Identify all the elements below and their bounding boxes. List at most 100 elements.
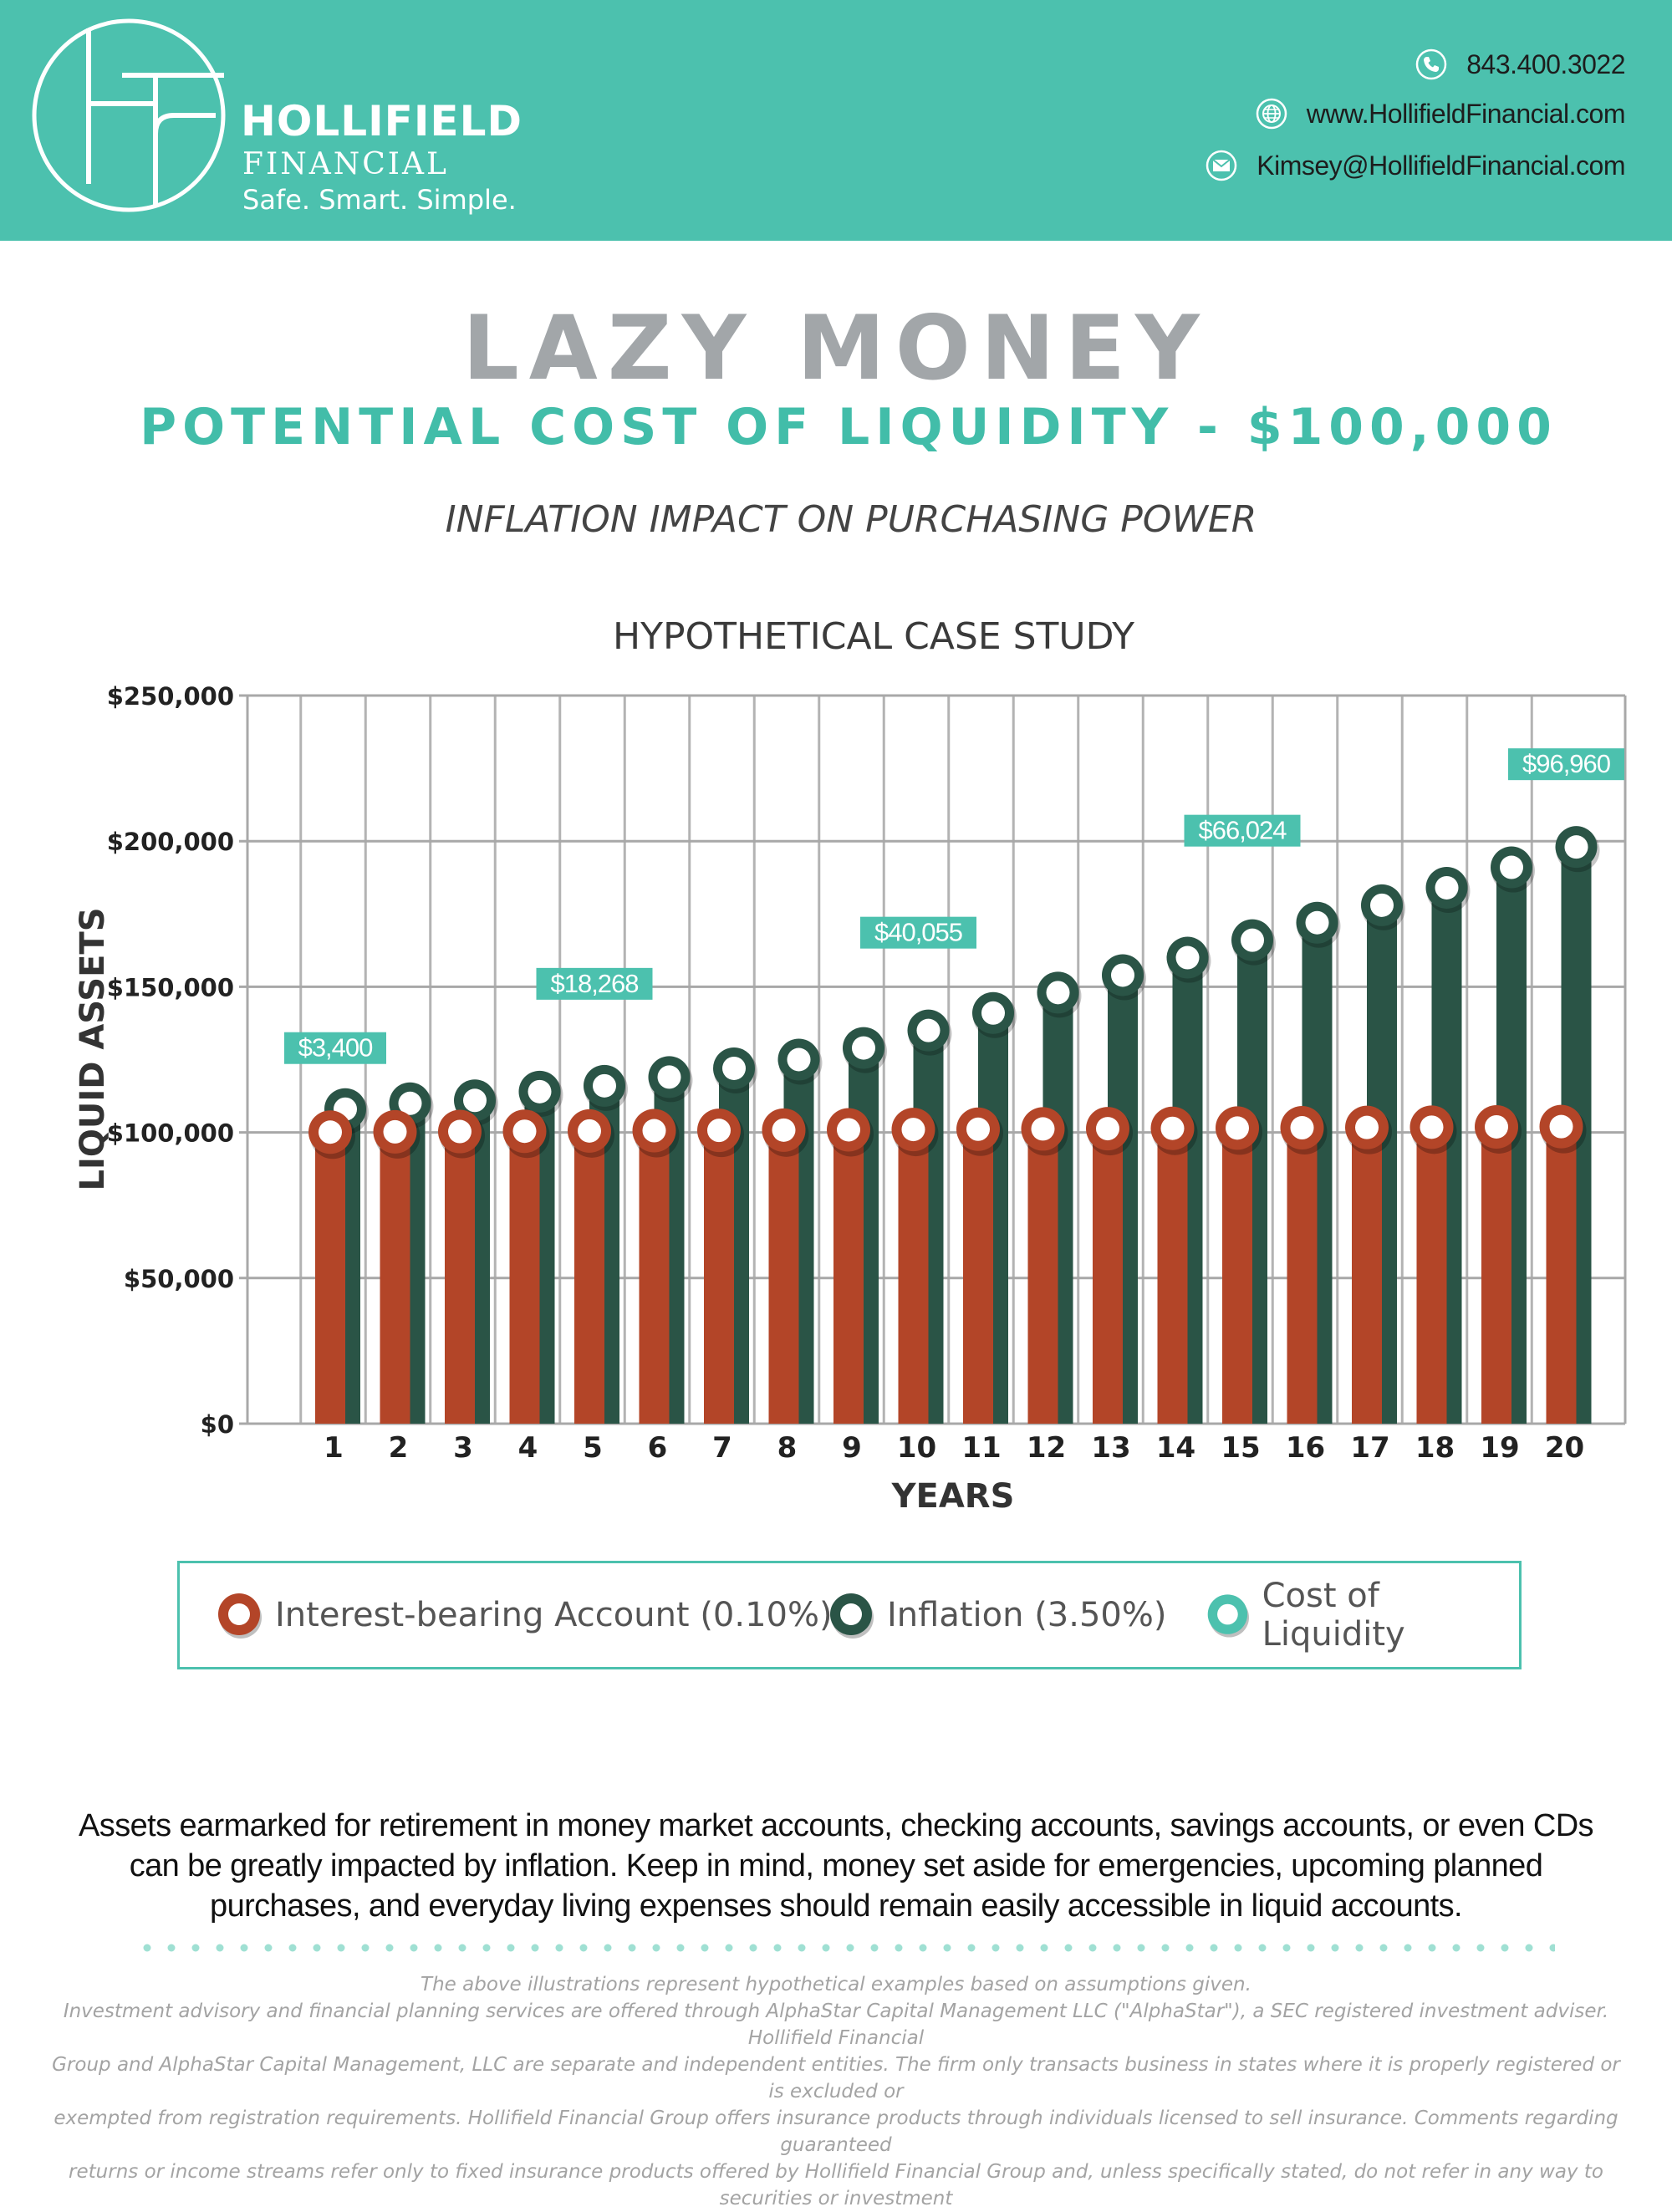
legend-marker-interest [218,1593,262,1639]
chart-legend: Interest-bearing Account (0.10%) Inflati… [177,1561,1522,1669]
divider-dot [216,1944,224,1952]
divider-dot [1282,1944,1291,1952]
x-tick-label: 10 [897,1431,936,1465]
bar-interest [1481,1126,1511,1424]
marker-interest-center [1226,1116,1249,1140]
divider-dot [1379,1944,1388,1952]
marker-inflation-center [981,1001,1005,1025]
marker-inflation-center [528,1079,552,1103]
divider-dot [143,1944,151,1952]
bar-interest [1222,1128,1252,1424]
marker-inflation-center [1370,893,1394,917]
divider-dot [846,1944,854,1952]
divider-dot [919,1944,927,1952]
divider-dot [531,1944,539,1952]
x-tick-label: 11 [961,1431,1001,1465]
divider-dot [1064,1944,1073,1952]
divider-dot [676,1944,685,1952]
bar-interest [1027,1129,1058,1424]
marker-interest-center [512,1119,537,1144]
x-tick-label: 2 [389,1431,409,1465]
x-tick-label: 16 [1286,1431,1325,1465]
website-link: www.HollifieldFinancial.com [1306,98,1626,129]
cost-label: $18,268 [550,969,638,998]
divider-dot [1476,1944,1485,1952]
envelope-icon [1206,150,1237,181]
legend-label-inflation: Inflation (3.50%) [887,1596,1167,1634]
cost-label: $3,400 [298,1033,374,1063]
divider-dot [1040,1944,1048,1952]
bar-interest [898,1129,929,1424]
dotted-divider [143,1944,1555,1952]
divider-dot [822,1944,830,1952]
x-tick-label: 3 [453,1431,473,1465]
body-line-3: purchases, and everyday living expenses … [210,1888,1463,1924]
cost-label-box [536,967,653,1000]
disclaimer-line-5: returns or income streams refer only to … [69,2161,1603,2209]
divider-dot [1331,1944,1339,1952]
bar-interest [639,1130,670,1424]
bar-interest [1352,1127,1382,1424]
globe-icon [1256,98,1287,130]
cost-label: $40,055 [874,918,962,947]
marker-inflation-center [1305,910,1329,935]
divider-dot [361,1944,370,1952]
cost-label-box [1184,814,1301,847]
marker-interest-center [1355,1115,1379,1139]
y-tick-label: $0 [201,1410,234,1439]
marker-inflation-center [916,1018,940,1042]
divider-dot [240,1944,248,1952]
y-axis-label: LIQUID ASSETS [74,907,112,1190]
divider-dot [434,1944,442,1952]
contact-phone[interactable]: 843.400.3022 [1415,48,1625,81]
divider-dot [870,1944,879,1952]
divider-dot [628,1944,636,1952]
body-line-2: can be greatly impacted by inflation. Ke… [129,1848,1543,1883]
bar-interest [509,1131,540,1424]
marker-interest-center [901,1118,925,1142]
divider-dot [652,1944,660,1952]
legend-item-inflation: Inflation (3.50%) [825,1563,1166,1667]
brand-subname: FINANCIAL [242,147,449,181]
divider-dot [1137,1944,1145,1952]
contact-email[interactable]: Kimsey@HollifieldFinancial.com [1205,149,1625,182]
hf-logo-icon [32,18,226,212]
x-tick-label: 13 [1091,1431,1130,1465]
divider-dot [1088,1944,1097,1952]
divider-dot [1355,1944,1364,1952]
contact-website[interactable]: www.HollifieldFinancial.com [1255,97,1626,130]
divider-dot [167,1944,176,1952]
cost-label-box [284,1032,386,1064]
divider-dot [1016,1944,1024,1952]
legend-label-interest: Interest-bearing Account (0.10%) [275,1596,833,1634]
divider-dot [579,1944,588,1952]
marker-interest-center [1420,1115,1444,1139]
bar-interest [315,1132,345,1424]
bar-interest [1287,1128,1318,1424]
marker-inflation-center [1564,835,1588,859]
marker-interest-center [578,1119,601,1143]
divider-dot [895,1944,903,1952]
x-tick-label: 1 [324,1431,344,1465]
cost-label: $96,960 [1522,749,1611,778]
marker-inflation-center [1241,928,1264,952]
x-tick-label: 8 [777,1431,798,1465]
brand-tagline: Safe. Smart. Simple. [242,184,517,216]
marker-interest-center [1160,1116,1185,1140]
header-banner: HOLLIFIELD FINANCIAL Safe. Smart. Simple… [0,0,1672,241]
cost-label: $66,024 [1198,816,1287,845]
x-tick-label: 17 [1350,1431,1389,1465]
divider-dot [1549,1944,1555,1952]
marker-interest-center [1549,1114,1573,1139]
divider-dot [410,1944,418,1952]
disclaimer-line-4: exempted from registration requirements.… [54,2108,1618,2156]
x-tick-label: 12 [1027,1431,1066,1465]
bar-interest [1157,1128,1188,1424]
divider-dot [555,1944,563,1952]
marker-inflation-center [787,1047,811,1072]
divider-dot [337,1944,345,1952]
marker-interest-center [966,1117,990,1141]
marker-interest-center [1096,1117,1119,1141]
divider-dot [1428,1944,1436,1952]
divider-dot [1113,1944,1121,1952]
